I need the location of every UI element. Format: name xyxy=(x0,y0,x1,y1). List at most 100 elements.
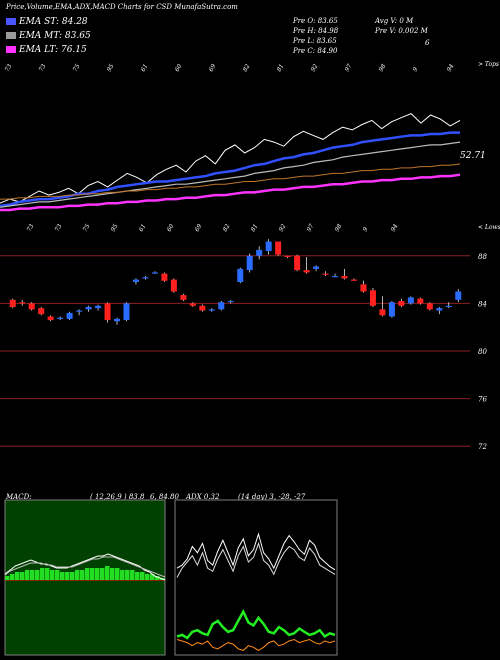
candle-body xyxy=(350,279,357,281)
candle-body xyxy=(369,290,376,306)
candle-body xyxy=(445,305,452,307)
price-x-label: 73 xyxy=(54,223,64,233)
ema-x-label: 75 xyxy=(72,63,82,73)
price-x-label: 60 xyxy=(166,223,176,233)
candle-body xyxy=(436,308,443,311)
ema-series-2 xyxy=(0,173,461,212)
candle-body xyxy=(275,241,282,255)
macd-histogram-bar xyxy=(20,572,25,580)
candle-body xyxy=(284,255,291,257)
adx-series-0 xyxy=(176,532,336,571)
pre-volume: Pre V: 0.002 M xyxy=(375,27,428,35)
price-x-label: 9 xyxy=(362,226,370,233)
ema-st-swatch xyxy=(6,18,16,25)
macd-histogram-bar xyxy=(35,570,40,580)
macd-histogram-bar xyxy=(120,570,125,580)
ema-x-label: 94 xyxy=(446,63,456,73)
macd-label: MACD: xyxy=(6,493,32,501)
ema-series-1 xyxy=(0,141,461,208)
price-x-label: 82 xyxy=(222,223,232,233)
macd-histogram-bar xyxy=(105,566,110,580)
adx-label: (14 day) 3, -28, -27 xyxy=(238,493,306,501)
pre-low: Pre L: 83.65 xyxy=(293,37,337,45)
adx-overlap-label: ADX 0.32 xyxy=(186,493,220,501)
macd-histogram-bar xyxy=(80,570,85,580)
price-y-tick: 72 xyxy=(478,443,487,451)
candle-body xyxy=(123,303,130,321)
price-y-tick: 88 xyxy=(478,253,487,261)
ema-x-label: 92 xyxy=(310,63,320,73)
macd-histogram-bar xyxy=(15,572,20,580)
pre-close: Pre C: 84.90 xyxy=(293,47,338,55)
adx-series-1 xyxy=(176,541,336,578)
candle-body xyxy=(388,302,395,317)
macd-histogram-bar xyxy=(60,572,65,580)
macd-histogram-bar xyxy=(155,576,160,580)
ema-series-0 xyxy=(0,131,460,208)
adx-series-2 xyxy=(176,608,336,640)
candle-body xyxy=(417,298,424,304)
macd-histogram-bar xyxy=(140,572,145,580)
macd-histogram-bar xyxy=(150,574,155,580)
candle-body xyxy=(114,318,121,322)
candle-body xyxy=(341,276,348,279)
legend-ema-st: EMA ST: 84.28 xyxy=(6,17,88,27)
candle-body xyxy=(180,295,187,300)
candle-body xyxy=(199,305,206,311)
ema-x-label: 73 xyxy=(4,63,14,73)
macd-histogram-bar xyxy=(45,568,50,580)
ema-x-label: 60 xyxy=(174,63,184,73)
candle-body xyxy=(246,255,253,271)
price-y-tick: 84 xyxy=(478,300,487,308)
chart-title: Price,Volume,EMA,ADX,MACD Charts for CSD… xyxy=(6,3,238,11)
legend-ema-lt: EMA LT: 76.15 xyxy=(6,45,87,55)
macd-histogram-bar xyxy=(25,570,30,580)
ema-x-label: 98 xyxy=(378,63,388,73)
candle-body xyxy=(407,297,414,304)
macd-histogram-bar xyxy=(70,572,75,580)
ema-panel: > Tops 73 73 75 95 61 60 69 82 81 92 97 98 9 94 52.71 xyxy=(0,61,499,212)
price-x-label: 98 xyxy=(334,223,344,233)
candle-body xyxy=(95,305,102,309)
candle-body xyxy=(19,302,26,304)
macd-params: ( 12,26,9 ) 83.8 xyxy=(90,493,145,501)
ema-x-label: 97 xyxy=(344,63,354,73)
macd-line xyxy=(4,553,166,581)
price-x-label: 97 xyxy=(306,223,316,233)
candle-body xyxy=(398,301,405,306)
pre-high: Pre H: 84.98 xyxy=(293,27,339,35)
price-x-label: 92 xyxy=(278,223,288,233)
macd-values: 6, 84.80 xyxy=(150,493,179,501)
macd-histogram-bar xyxy=(40,568,45,580)
price-lows-tag: < Lows xyxy=(478,224,500,231)
candle-body xyxy=(208,309,215,311)
candle-body xyxy=(142,277,149,279)
macd-histogram-bar xyxy=(135,572,140,580)
ema-last-value: 52.71 xyxy=(460,151,486,161)
ema-price-line xyxy=(0,113,461,204)
candle-body xyxy=(294,255,301,271)
macd-histogram-bar xyxy=(85,568,90,580)
ema-x-label: 81 xyxy=(276,63,286,73)
candle-body xyxy=(28,303,35,310)
candle-body xyxy=(227,301,234,303)
macd-histogram-bar xyxy=(30,570,35,580)
adx-frame xyxy=(174,499,338,656)
macd-histogram-bar xyxy=(10,574,15,580)
ema-x-label: 61 xyxy=(140,63,150,73)
macd-histogram-bar xyxy=(90,568,95,580)
candle-body xyxy=(76,310,83,312)
price-x-label: 73 xyxy=(26,223,36,233)
ema-x-label: 69 xyxy=(208,63,218,73)
avg-volume: Avg V: 0 M xyxy=(375,17,414,25)
candle-body xyxy=(303,270,310,273)
ema-tops-tag: > Tops xyxy=(478,61,499,68)
candle-body xyxy=(332,276,339,278)
candle-body xyxy=(265,241,272,252)
ema-mt-swatch xyxy=(6,32,16,39)
price-panel: < Lows 73 73 75 95 61 60 69 82 81 92 97 98 9 94 88 84 80 7… xyxy=(0,223,500,451)
macd-signal-line xyxy=(4,556,166,578)
macd-histogram-bar xyxy=(145,574,150,580)
legend-ema-mt: EMA MT: 83.65 xyxy=(6,31,91,41)
